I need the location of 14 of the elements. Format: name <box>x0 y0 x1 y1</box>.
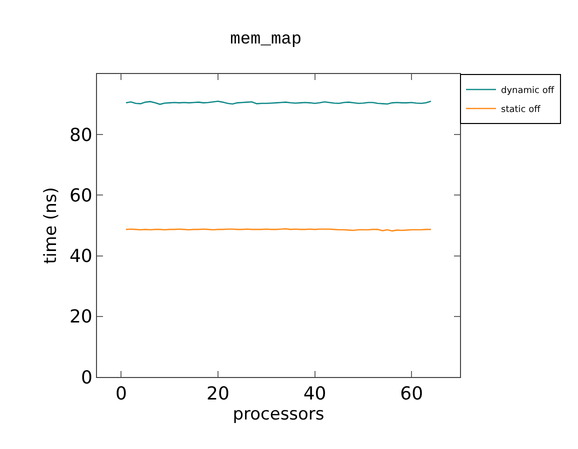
y-tick-label: 0 <box>80 367 92 388</box>
x-tick-label: 60 <box>400 384 424 405</box>
x-tick-label: 0 <box>115 384 127 405</box>
y-tick-label: 60 <box>69 186 92 206</box>
x-tick-label: 40 <box>303 384 326 405</box>
y-tick-label: 40 <box>69 246 92 268</box>
x-axis-title: processors <box>232 404 324 425</box>
legend-label: dynamic off <box>501 86 555 96</box>
y-tick-label: 80 <box>69 124 92 146</box>
y-tick-label: 20 <box>69 306 92 328</box>
chart-title: mem_map <box>230 30 302 50</box>
legend-label: static off <box>501 105 542 116</box>
y-axis-title: time (ns) <box>41 187 62 264</box>
x-tick-label: 20 <box>206 384 230 405</box>
